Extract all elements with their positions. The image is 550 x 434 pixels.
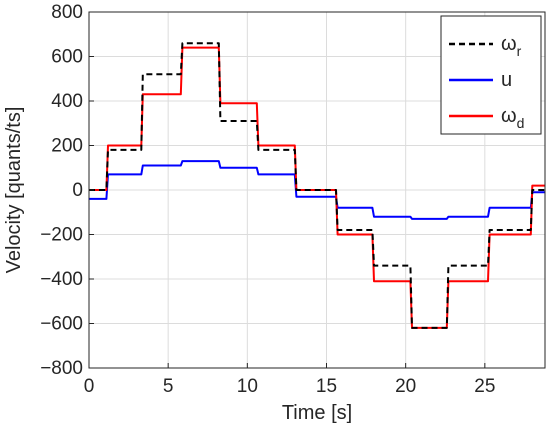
legend-label: ωd: [501, 105, 524, 131]
legend-items: ωr u ωd: [449, 33, 524, 131]
y-tick-label: 800: [51, 2, 83, 23]
y-axis-label: Velocity [quants/ts]: [3, 107, 25, 274]
y-tick-label: 600: [51, 47, 83, 68]
y-tick-label: −400: [40, 269, 83, 290]
plot-area: [89, 42, 545, 329]
x-tick-label: 0: [84, 376, 95, 397]
series-line-ω_r: [89, 42, 545, 329]
x-tick-label: 10: [237, 376, 258, 397]
y-tick-label: −800: [40, 358, 83, 379]
y-tick-label: 200: [51, 136, 83, 157]
x-axis-label: Time [s]: [282, 402, 352, 424]
x-tick-label: 20: [395, 376, 416, 397]
legend-label: u: [501, 69, 512, 91]
legend: ωr u ωd: [440, 15, 542, 135]
y-tick-label: 0: [72, 180, 83, 201]
y-tick-label: −600: [40, 314, 83, 335]
y-tick-label: 400: [51, 91, 83, 112]
legend-box: [440, 15, 542, 135]
x-tick-label: 15: [316, 376, 337, 397]
ticks: 0 5 10 15 20 25 −800 −600 −400 −200 0 200 400 600 800: [40, 2, 495, 397]
legend-label: ωr: [501, 33, 522, 59]
x-tick-label: 5: [163, 376, 174, 397]
series-line-u: [89, 160, 545, 220]
x-tick-label: 25: [474, 376, 495, 397]
y-tick-label: −200: [40, 225, 83, 246]
